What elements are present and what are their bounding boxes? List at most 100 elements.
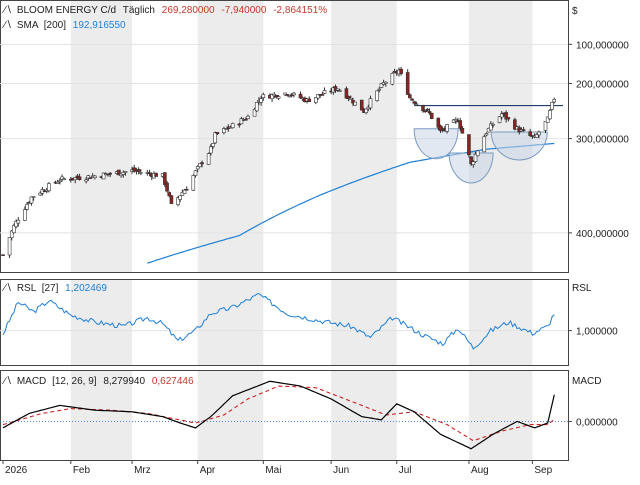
price-change: -7,940000 [221, 5, 266, 16]
candle [60, 174, 64, 182]
sma-label: SMA [17, 20, 39, 31]
candle [298, 91, 303, 99]
candle [427, 108, 432, 115]
x-tick-label: Jun [333, 465, 349, 476]
candle [14, 219, 18, 229]
line-icon: ∕∖ [1, 376, 12, 387]
candle [12, 223, 16, 234]
candle [338, 88, 342, 92]
rsl-line [2, 292, 555, 350]
candle [475, 150, 480, 157]
candle [237, 122, 242, 128]
candle [195, 165, 200, 173]
x-tick-label: Sep [534, 465, 552, 476]
candle [191, 174, 196, 191]
macd-param: [12, 26, 9] [52, 376, 97, 387]
candle [545, 116, 550, 123]
macd-tick-label: 0,000000 [576, 417, 618, 428]
candle [283, 92, 287, 97]
candle [167, 191, 172, 198]
candle [353, 101, 357, 106]
instrument-name: BLOOM ENERGY C/d [17, 5, 116, 16]
candle [307, 96, 312, 103]
candle [497, 116, 502, 124]
x-tick-label: Feb [73, 465, 91, 476]
candle [399, 66, 403, 76]
candle [552, 97, 557, 104]
price-legend: ∕∖ BLOOM ENERGY C/d Täglich 269,280000 -… [1, 5, 327, 16]
candle [314, 97, 318, 105]
month-band [197, 0, 264, 272]
rsl-value: 1,202469 [65, 283, 107, 294]
head-shoulders-pattern [413, 104, 563, 184]
candle [473, 151, 478, 163]
x-tick-label: Apr [200, 465, 216, 476]
macd-label: MACD [17, 376, 46, 387]
candle [31, 196, 36, 201]
candle [58, 177, 62, 185]
candle [440, 126, 445, 133]
macd-layer [0, 380, 568, 450]
candle [132, 164, 137, 173]
rsl-axis-title: RSL [572, 283, 592, 294]
month-shading [70, 0, 533, 460]
candle [548, 108, 552, 120]
candle [467, 134, 471, 158]
month-band [70, 370, 133, 460]
candle [410, 98, 414, 101]
candle [425, 107, 430, 112]
candle [316, 94, 320, 100]
candle [270, 93, 274, 103]
candle [180, 189, 185, 196]
candle [213, 131, 217, 145]
candle [7, 237, 12, 259]
candle [123, 171, 128, 176]
candle [62, 177, 67, 181]
line-icon: ∕∖ [1, 283, 12, 294]
candle [423, 110, 427, 114]
candle [469, 156, 473, 166]
candle [101, 172, 106, 180]
left-shoulder-arc [413, 128, 459, 160]
line-icon: ∕∖ [1, 20, 12, 31]
candle [346, 95, 351, 102]
candle [108, 172, 112, 178]
candle [412, 100, 417, 105]
candle [521, 126, 526, 132]
price-grid [0, 43, 568, 234]
candle [165, 180, 169, 193]
price-tick-label: 200,000000 [576, 79, 629, 90]
candle [47, 182, 51, 193]
candle [169, 195, 174, 205]
candle [292, 91, 296, 98]
period-label: Täglich [123, 5, 155, 16]
candle [29, 196, 34, 206]
macd-axis-title: MACD [572, 376, 601, 387]
price-tick-label: 100,000000 [576, 40, 629, 51]
macd-line [2, 380, 555, 450]
candle [438, 124, 443, 134]
candle [537, 130, 541, 139]
month-band [70, 0, 133, 272]
candle [119, 173, 123, 178]
candle [405, 69, 410, 95]
rsl-panel-frame [0, 279, 569, 366]
candle [139, 169, 143, 176]
candle [230, 122, 235, 129]
month-band [468, 279, 533, 365]
candle [274, 94, 279, 99]
candle [364, 108, 368, 115]
candle [9, 230, 14, 241]
candle [436, 117, 441, 131]
price-change-pct: -2,864151% [273, 5, 327, 16]
candle [499, 111, 504, 120]
candle [359, 99, 364, 111]
candle [375, 90, 379, 102]
signal-value: 0,627446 [152, 376, 194, 387]
candle [222, 126, 226, 135]
candle [471, 160, 476, 168]
last-price: 269,280000 [162, 5, 215, 16]
right-shoulder-arc [490, 131, 548, 161]
